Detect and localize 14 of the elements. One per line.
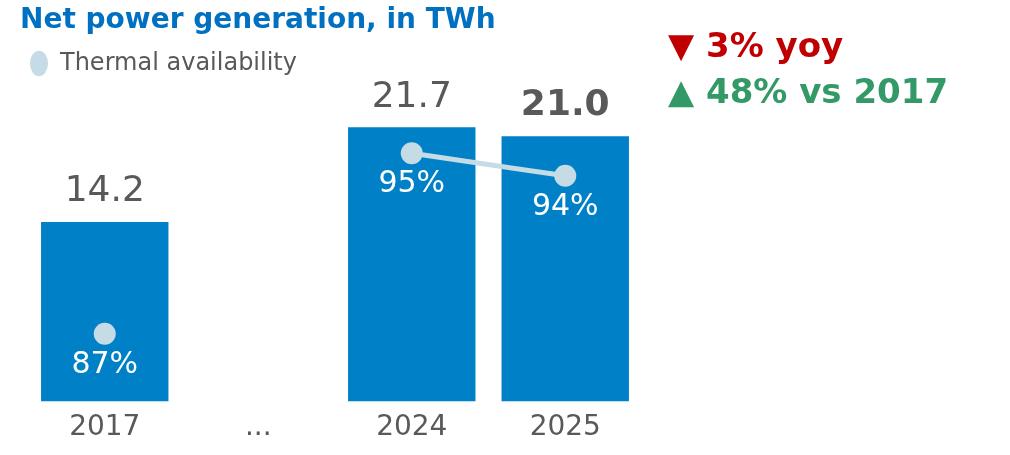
data-label: 87% [71,344,139,380]
data-label: 21.0 [520,82,610,124]
data-label: 14.2 [64,168,145,210]
x-tick-label: 2017 [69,409,141,443]
x-tick-label: 2024 [376,409,448,443]
chart-title: Net power generation, in TWh [20,2,496,36]
data-label: 21.7 [371,73,452,115]
data-label: 95% [378,164,446,200]
text: ▼ 3% yoy [668,24,845,67]
legend-label: Thermal availability [59,47,297,76]
text: ▲ 48% vs 2017 [668,70,949,113]
x-tick-label: ... [244,409,272,443]
data-label: 94% [531,186,599,222]
x-tick-label: 2025 [529,409,601,443]
